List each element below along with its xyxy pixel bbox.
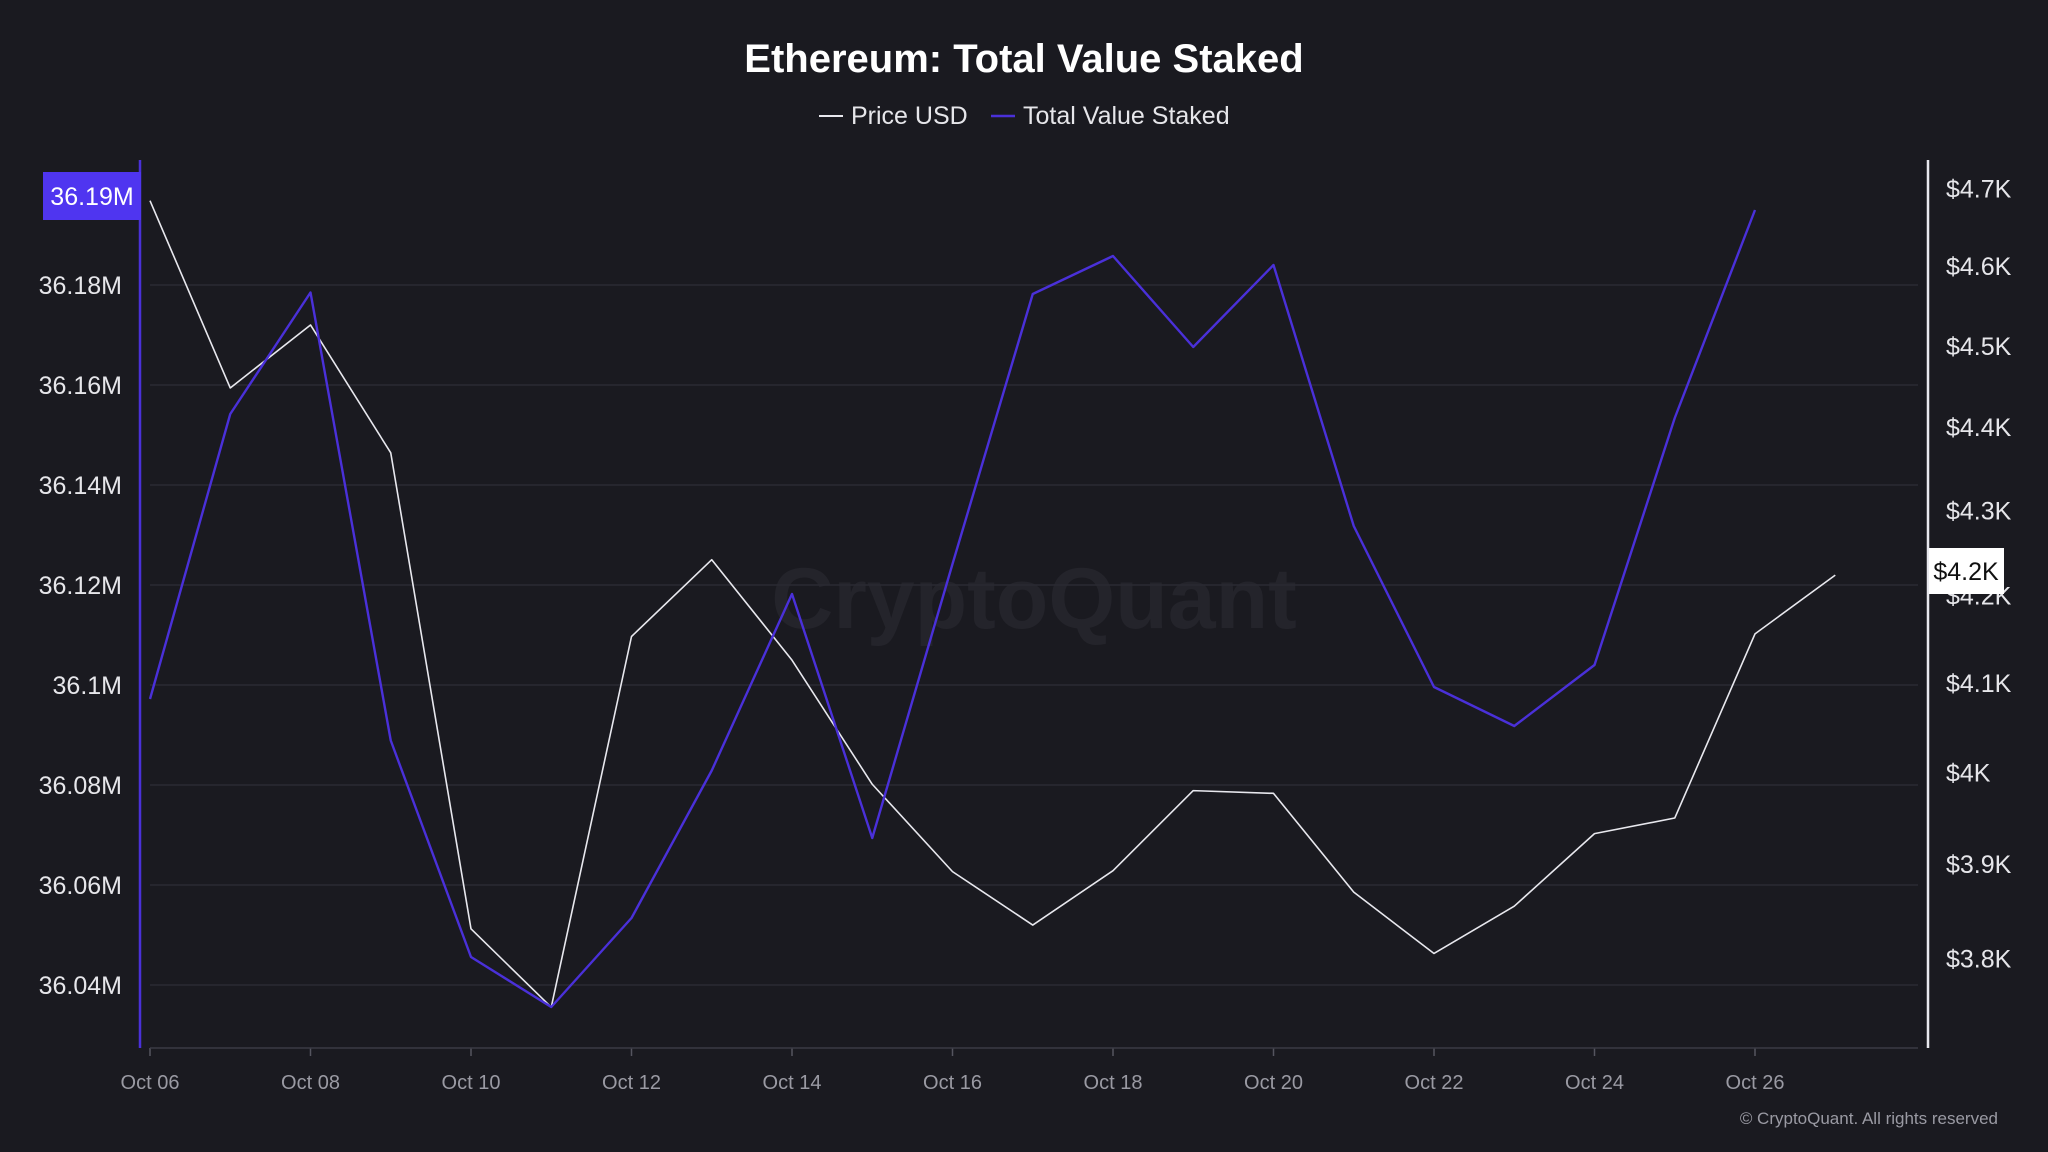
x-tick-label: Oct 10 xyxy=(442,1072,501,1094)
right-tick-label: $4.4K xyxy=(1946,414,2012,442)
right-axis-ticks: $3.8K$3.9K$4K$4.1K$4.2K$4.3K$4.4K$4.5K$4… xyxy=(1946,175,2012,973)
left-tick-label: 36.12M xyxy=(39,572,122,600)
right-tick-label: $4.1K xyxy=(1946,670,2012,698)
left-tick-label: 36.1M xyxy=(53,672,122,700)
left-axis-ticks: 36.04M 36.06M 36.08M 36.1M 36.12M 36.14M 36.16… xyxy=(39,272,122,1000)
legend-item-tvs[interactable]: Total Value Staked xyxy=(991,102,1230,130)
x-tick-label: Oct 18 xyxy=(1084,1072,1143,1094)
left-tick-label: 36.16M xyxy=(39,372,122,400)
x-tick-label: Oct 24 xyxy=(1565,1072,1624,1094)
copyright-footer: © CryptoQuant. All rights reserved xyxy=(1740,1109,1998,1128)
left-tick-label: 36.06M xyxy=(39,872,122,900)
series-lines xyxy=(148,200,1836,1009)
right-current-value-bg xyxy=(1929,548,2004,594)
legend-item-price[interactable]: Price USD xyxy=(819,102,968,130)
x-tick-label: Oct 12 xyxy=(602,1072,661,1094)
right-tick-label: $4K xyxy=(1946,759,1991,787)
left-tick-label: 36.18M xyxy=(39,272,122,300)
left-tick-label: 36.08M xyxy=(39,772,122,800)
x-axis-ticks: Oct 06 Oct 08 Oct 10 Oct 12 Oct 14 Oct 16 Oct … xyxy=(121,1048,1785,1094)
right-tick-label: $3.9K xyxy=(1946,851,2012,879)
x-tick-label: Oct 22 xyxy=(1405,1072,1464,1094)
x-tick-label: Oct 26 xyxy=(1726,1072,1785,1094)
left-tick-label: 36.04M xyxy=(39,972,122,1000)
right-current-value-marker: $4.2K xyxy=(1929,548,2004,594)
x-tick-label: Oct 20 xyxy=(1244,1072,1303,1094)
x-tick-label: Oct 16 xyxy=(923,1072,982,1094)
x-tick-label: Oct 06 xyxy=(121,1072,180,1094)
left-current-value-marker: 36.19M xyxy=(43,172,141,220)
legend-label-tvs: Total Value Staked xyxy=(1023,102,1230,130)
x-tick-label: Oct 08 xyxy=(281,1072,340,1094)
right-tick-label: $4.5K xyxy=(1946,333,2012,361)
price-usd-line xyxy=(149,200,1836,1008)
legend: Price USD Total Value Staked xyxy=(819,102,1230,130)
right-tick-label: $4.6K xyxy=(1946,253,2012,281)
gridlines xyxy=(150,284,1918,986)
left-tick-label: 36.14M xyxy=(39,472,122,500)
left-current-value-label: 36.19M xyxy=(50,183,133,211)
x-tick-label: Oct 14 xyxy=(763,1072,822,1094)
right-tick-label: $4.3K xyxy=(1946,498,2012,526)
right-tick-label: $4.7K xyxy=(1946,175,2012,203)
watermark: CryptoQuant xyxy=(771,551,1297,647)
right-current-value-label: $4.2K xyxy=(1933,558,1999,586)
right-tick-label: $3.8K xyxy=(1946,945,2012,973)
legend-label-price: Price USD xyxy=(851,102,968,130)
left-current-value-bg xyxy=(43,172,141,220)
chart-title: Ethereum: Total Value Staked xyxy=(744,37,1303,81)
